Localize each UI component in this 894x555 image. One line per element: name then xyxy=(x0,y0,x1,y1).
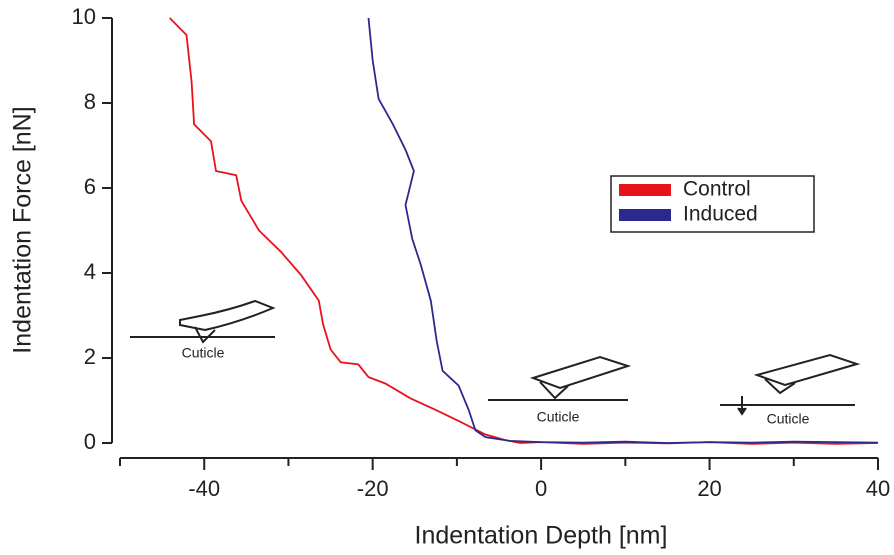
y-axis-label: Indentation Force [nN] xyxy=(9,106,37,353)
x-tick-label: -40 xyxy=(188,476,220,501)
y-tick-label: 2 xyxy=(84,344,96,369)
legend-frame xyxy=(610,175,815,233)
legend-swatch xyxy=(619,209,671,221)
y-tick-label: 8 xyxy=(84,89,96,114)
y-tick-label: 6 xyxy=(84,174,96,199)
inset-diagram xyxy=(130,299,861,416)
legend-swatch xyxy=(619,184,671,196)
x-tick-label: 0 xyxy=(535,476,547,501)
annotation: Cuticle xyxy=(182,345,225,361)
x-tick-label: -20 xyxy=(357,476,389,501)
x-tick-label: 40 xyxy=(866,476,890,501)
y-tick-label: 4 xyxy=(84,259,96,284)
y-tick-label: 0 xyxy=(84,429,96,454)
legend-label: Control xyxy=(683,178,751,201)
annotation: Cuticle xyxy=(767,411,810,427)
data-line xyxy=(367,17,879,444)
x-tick-label: 20 xyxy=(697,476,721,501)
x-axis-label: Indentation Depth [nm] xyxy=(415,522,668,550)
y-tick-label: 10 xyxy=(72,4,96,29)
annotation: Cuticle xyxy=(537,409,580,425)
legend-label: Induced xyxy=(683,203,758,226)
